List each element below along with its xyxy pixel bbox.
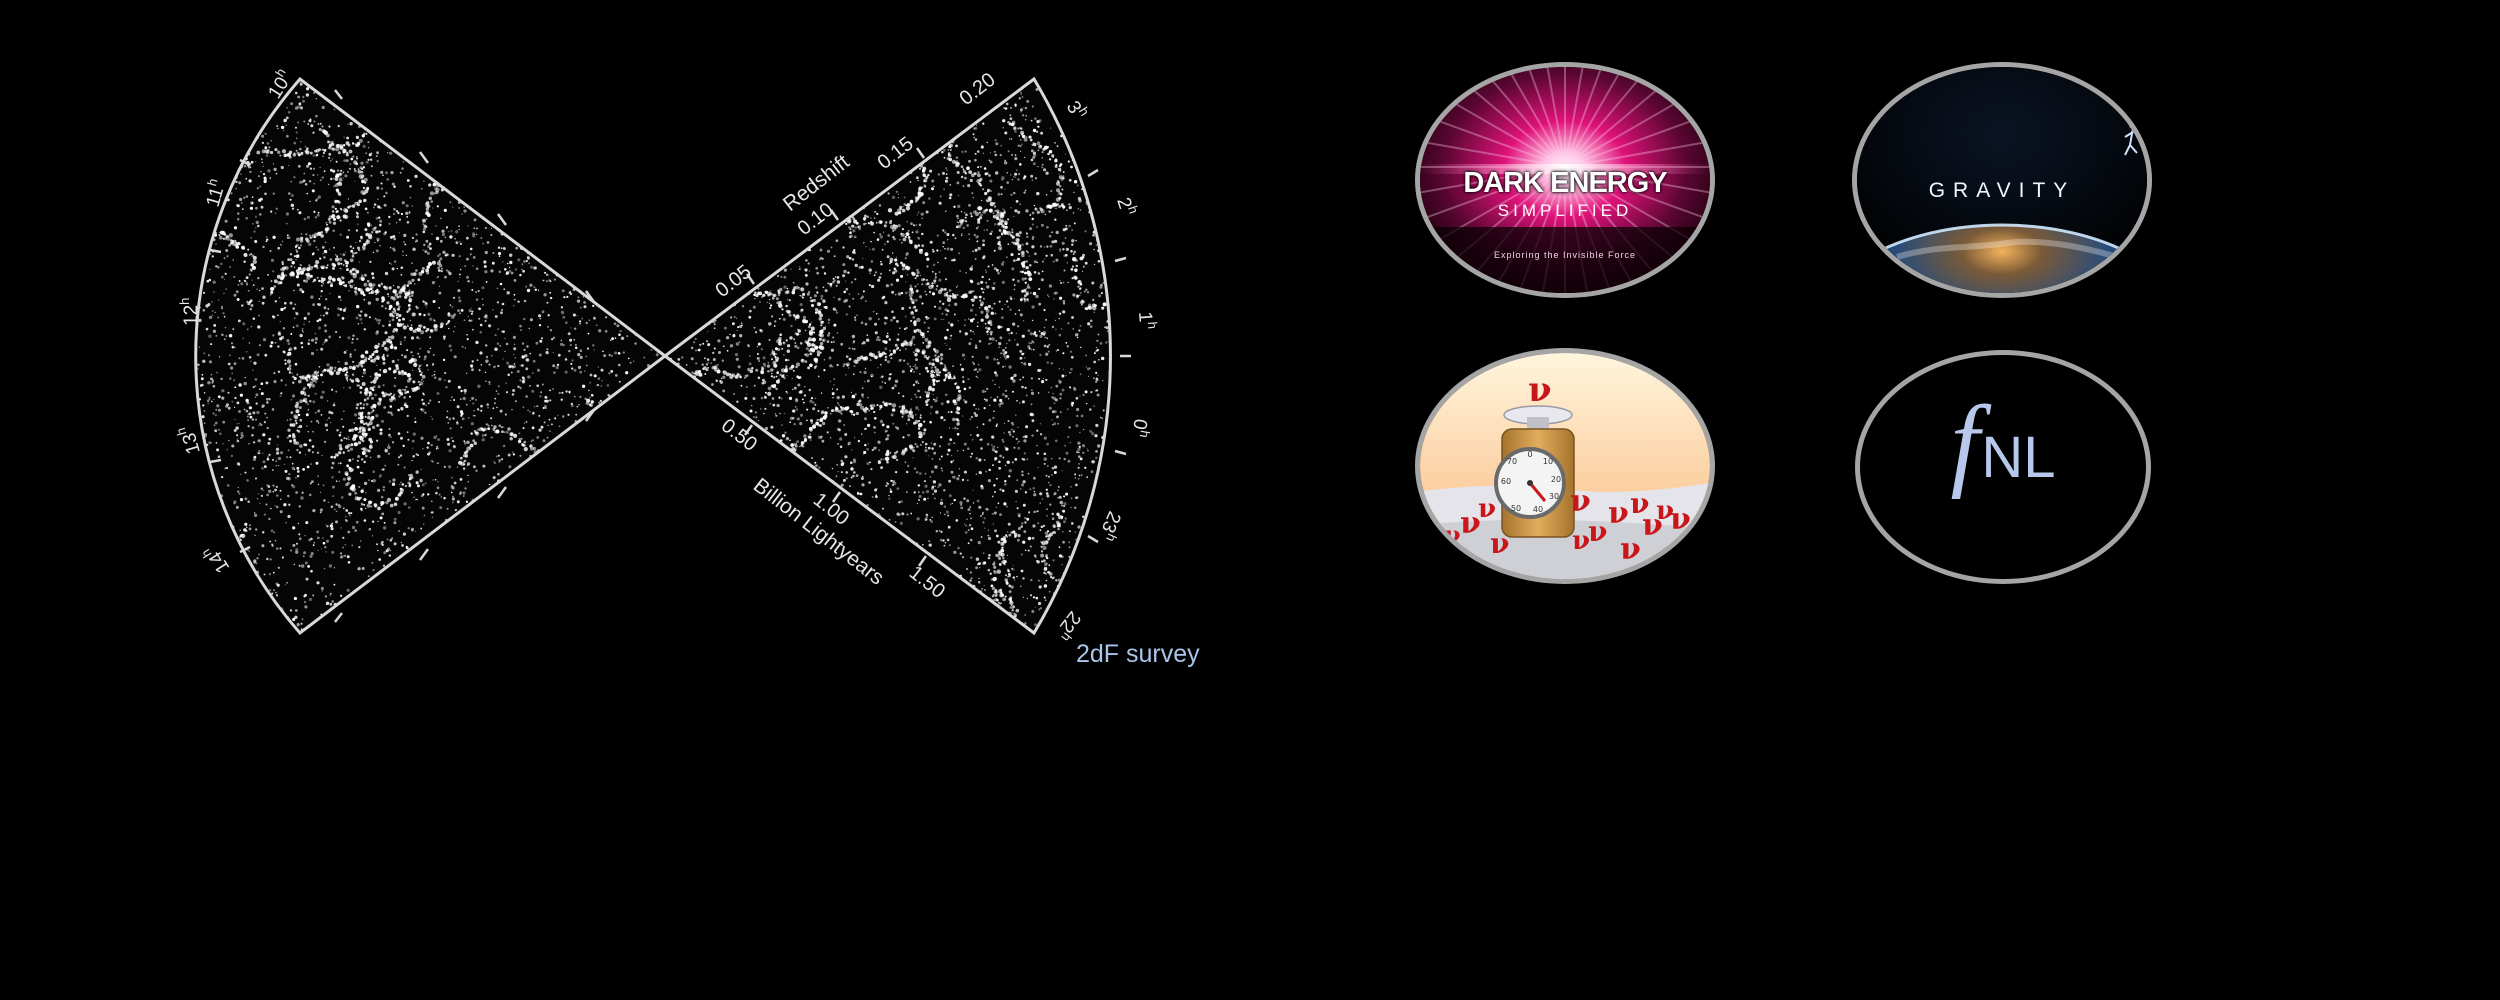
- neutrino-symbol: ν: [1444, 520, 1461, 549]
- neutrino-symbol: ν: [1620, 532, 1641, 567]
- dark-energy-burst-icon: [1420, 67, 1710, 293]
- fnl-symbol: fNL: [1860, 383, 2146, 502]
- dial-number: 0: [1527, 450, 1532, 459]
- dark-energy-title: DARK ENERGY: [1463, 167, 1667, 199]
- dial-number: 50: [1511, 504, 1521, 513]
- dark-energy-subtitle: SIMPLIFIED: [1497, 201, 1633, 220]
- survey-diagram: Redshift Billion Lightyears 0.05 0.10 0.…: [173, 65, 1160, 645]
- redshift-tick-label: 0.15: [874, 133, 918, 174]
- weighing-scale-icon: 0 10 20 30 40 50 60 70: [1494, 405, 1575, 538]
- neutrino-symbol: ν: [1630, 487, 1649, 520]
- dial-number: 60: [1501, 477, 1511, 486]
- astronaut-icon: [2124, 121, 2142, 156]
- ra-label: 0h: [1127, 417, 1155, 439]
- distance-tick-label: 1.50: [905, 562, 949, 603]
- dial-number: 70: [1507, 457, 1517, 466]
- neutrino-symbol: ν: [1478, 494, 1496, 524]
- dark-energy-tagline: Exploring the Invisible Force: [1493, 250, 1637, 260]
- ra-label: 13h: [173, 423, 205, 457]
- ra-label: 1h: [1134, 311, 1160, 331]
- ra-label: 12h: [177, 298, 202, 326]
- neutrino-symbol: ν: [1642, 508, 1663, 543]
- dial-number: 30: [1549, 492, 1559, 501]
- neutrino-symbol: ν: [1572, 526, 1590, 556]
- neutrino-symbol: ν: [1570, 484, 1591, 519]
- ra-label: 14h: [198, 541, 234, 578]
- earth-horizon-icon: [1857, 67, 2147, 293]
- ra-label: 22h: [1051, 607, 1088, 645]
- gravity-title: GRAVITY: [1928, 179, 2076, 202]
- fnl-thumbnail[interactable]: fNL: [1855, 350, 2151, 584]
- dial-number: 10: [1543, 457, 1553, 466]
- fnl-f: f: [1950, 385, 1980, 500]
- neutrino-symbol: ν: [1656, 496, 1674, 526]
- redshift-tick-label: 0.20: [956, 69, 1000, 110]
- neutrino-symbol: ν: [1490, 527, 1509, 560]
- survey-wedge-north: [194, 76, 668, 636]
- fnl-subscript: NL: [1981, 425, 2056, 490]
- ra-label: 2h: [1112, 194, 1141, 219]
- neutrino-symbol: ν: [1460, 506, 1481, 541]
- neutrino-symbol: ν: [1608, 496, 1629, 531]
- ra-label: 3h: [1062, 95, 1093, 123]
- survey-caption: 2dF survey: [1076, 640, 1200, 668]
- dial-number: 40: [1533, 505, 1543, 514]
- neutrino-symbol: ν: [1670, 502, 1691, 537]
- dial-number: 20: [1551, 475, 1561, 484]
- dark-energy-thumbnail[interactable]: DARK ENERGY SIMPLIFIED Exploring the Inv…: [1415, 62, 1715, 298]
- gravity-thumbnail[interactable]: GRAVITY: [1852, 62, 2152, 298]
- ra-label: 23h: [1094, 508, 1128, 544]
- neutrino-symbol: ν: [1588, 515, 1607, 548]
- neutrino-symbol: ν: [1528, 370, 1552, 410]
